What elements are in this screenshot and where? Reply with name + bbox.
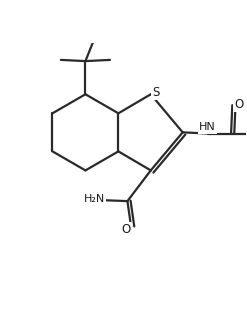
Text: O: O (235, 98, 244, 111)
Text: H₂N: H₂N (84, 194, 105, 204)
Text: O: O (122, 223, 131, 236)
Text: S: S (152, 86, 160, 99)
Text: HN: HN (199, 122, 216, 132)
